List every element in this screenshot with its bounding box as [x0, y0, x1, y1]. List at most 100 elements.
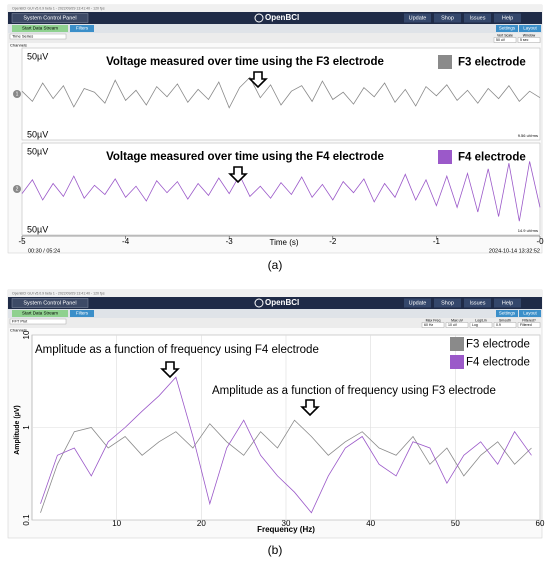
control-dropdown[interactable]: [493, 37, 517, 43]
control-value: 60 Hz: [424, 323, 433, 327]
data-line: [21, 76, 541, 109]
arrow-icon: [228, 166, 248, 184]
menu-button[interactable]: [404, 13, 431, 23]
arrow-icon: [300, 399, 320, 417]
legend-label: F4 electrode: [466, 357, 530, 369]
legend-label: F3 electrode: [466, 339, 530, 351]
timestamp: 2024-10-14 13:32:52: [489, 248, 540, 254]
arrow-icon: [248, 71, 268, 89]
filters-label: Filters: [76, 26, 89, 31]
scale-label: 50µV: [27, 51, 48, 61]
logo-icon: [254, 13, 264, 23]
system-button[interactable]: [11, 298, 89, 308]
menu-button[interactable]: [464, 13, 491, 23]
data-line: [40, 376, 532, 514]
menu-button-label: Issues: [470, 300, 486, 306]
channel-number: 2: [16, 186, 19, 192]
channel-badge: [13, 90, 21, 98]
y-axis-label: Amplitude (µV): [14, 405, 21, 455]
widget-dropdown[interactable]: [9, 318, 67, 325]
caption: (b): [268, 543, 283, 557]
control-label: Max uV: [451, 318, 464, 322]
widget-bar: [8, 318, 542, 328]
window-title-bar: [8, 5, 542, 12]
layout-label: Layout: [523, 26, 537, 31]
menu-button-label: Update: [409, 300, 427, 306]
control-label: Vert Scale: [497, 33, 513, 37]
channel-badge: [13, 185, 21, 193]
x-tick-label: 10: [112, 519, 121, 528]
start-label: Start Data Stream: [22, 26, 58, 31]
x-tick-label: -5: [18, 237, 26, 246]
system-label: System Control Panel: [23, 300, 76, 306]
start-button[interactable]: [12, 25, 68, 32]
x-tick-label: -3: [226, 237, 234, 246]
channels-label: Channels: [10, 328, 27, 333]
menu-button[interactable]: [434, 13, 461, 23]
legend-swatch: [438, 55, 452, 69]
x-tick-label: 20: [197, 519, 206, 528]
control-dropdown[interactable]: [517, 322, 541, 328]
control-value: 5 sec: [520, 38, 529, 42]
rms-label: 14.9 uVrms: [518, 228, 538, 233]
annotation: Amplitude as a function of frequency usi…: [212, 385, 496, 397]
control-label: Log/Lin: [475, 318, 487, 322]
data-line: [40, 419, 532, 513]
y-tick-label: 10: [22, 330, 31, 339]
control-value: 50 uV: [496, 38, 506, 42]
start-button[interactable]: [12, 310, 68, 317]
menu-button-label: Help: [502, 15, 513, 21]
widget-dropdown[interactable]: [9, 33, 67, 40]
filters-button[interactable]: [70, 25, 94, 32]
widget-name: FFT Plot: [12, 319, 28, 324]
elapsed: 00:30 / 05:24: [28, 248, 60, 254]
settings-label: Settings: [499, 311, 516, 316]
legend-label: F4 electrode: [458, 152, 526, 164]
layout-button[interactable]: [519, 25, 541, 32]
channels-label: Channels: [10, 43, 27, 48]
x-tick-label: 30: [282, 519, 291, 528]
legend-swatch: [438, 150, 452, 164]
menu-button[interactable]: [494, 13, 521, 23]
settings-label: Settings: [499, 26, 516, 31]
y-tick-label: 1: [22, 425, 31, 430]
x-tick-label: 60: [536, 519, 545, 528]
control-label: Max Freq: [426, 318, 441, 322]
system-button[interactable]: [11, 13, 89, 23]
menu-button-label: Update: [409, 15, 427, 21]
menu-button[interactable]: [464, 298, 491, 308]
menu-button-label: Shop: [441, 300, 454, 306]
control-label: Window: [523, 33, 536, 37]
menu-button[interactable]: [494, 298, 521, 308]
legend-swatch: [450, 355, 464, 369]
settings-button[interactable]: [496, 310, 518, 317]
control-dropdown[interactable]: [445, 322, 469, 328]
window-title-bar: [8, 290, 542, 297]
legend-label: F3 electrode: [458, 57, 526, 69]
menu-button[interactable]: [434, 298, 461, 308]
start-label: Start Data Stream: [22, 311, 58, 316]
window-title: OpenBCI GUI v5.0.9 beta 1 - 2022/09/29 1…: [12, 291, 105, 295]
control-label: Smooth: [499, 318, 511, 322]
settings-button[interactable]: [496, 25, 518, 32]
x-tick-label: -4: [122, 237, 130, 246]
control-dropdown[interactable]: [493, 322, 517, 328]
window-title: OpenBCI GUI v5.0.9 beta 1 - 2022/09/29 1…: [12, 6, 105, 10]
menu-button[interactable]: [404, 298, 431, 308]
system-label: System Control Panel: [23, 15, 76, 21]
control-dropdown[interactable]: [469, 322, 493, 328]
control-dropdown[interactable]: [421, 322, 445, 328]
annotation: Voltage measured over time using the F4 …: [106, 151, 384, 163]
toolbar: [8, 24, 542, 33]
caption: (a): [268, 258, 283, 272]
control-dropdown[interactable]: [517, 37, 541, 43]
filters-button[interactable]: [70, 310, 94, 317]
x-tick-label: 40: [366, 519, 375, 528]
data-line: [21, 161, 541, 222]
logo-icon: [254, 298, 264, 308]
layout-button[interactable]: [519, 310, 541, 317]
x-tick-label: -1: [433, 237, 441, 246]
x-tick-label: -0: [536, 237, 544, 246]
x-axis-label: Time (s): [269, 238, 298, 247]
